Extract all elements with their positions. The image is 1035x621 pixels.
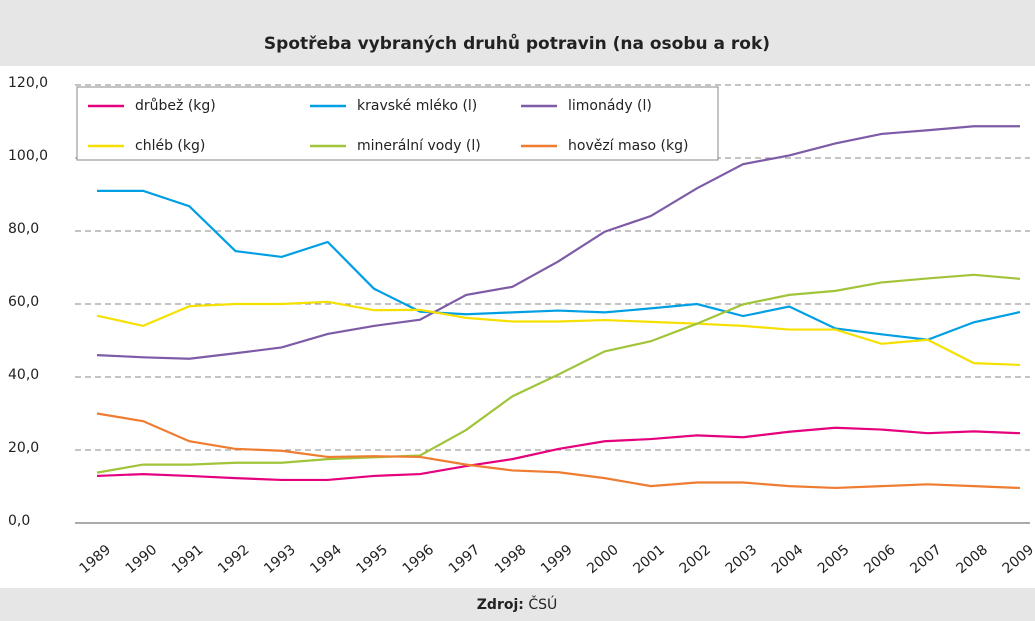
x-tick-label: 1992 bbox=[215, 542, 253, 577]
series-line bbox=[96, 426, 1021, 482]
y-tick-label: 0,0 bbox=[8, 513, 30, 529]
series-line bbox=[96, 300, 1021, 367]
series-line bbox=[97, 189, 1021, 341]
source-label: Zdroj: bbox=[477, 597, 524, 613]
y-tick-label: 120,0 bbox=[8, 75, 48, 91]
x-tick-label: 2005 bbox=[815, 542, 853, 577]
y-tick-label: 80,0 bbox=[8, 221, 39, 237]
y-tick-label: 60,0 bbox=[8, 294, 39, 310]
source-text: ČSÚ bbox=[528, 595, 557, 613]
x-tick-label: 1998 bbox=[492, 542, 530, 577]
source: Zdroj: ČSÚ bbox=[477, 595, 557, 613]
x-tick-label: 2007 bbox=[907, 542, 945, 577]
x-tick-label: 1996 bbox=[400, 542, 438, 577]
x-tick-label: 1993 bbox=[261, 542, 299, 577]
x-tick-label: 2009 bbox=[1000, 542, 1035, 577]
series-line bbox=[96, 273, 1021, 474]
y-tick-label: 100,0 bbox=[8, 148, 48, 164]
x-tick-label: 2006 bbox=[861, 542, 899, 577]
x-tick-label: 2008 bbox=[953, 542, 991, 577]
chart-title: Spotřeba vybraných druhů potravin (na os… bbox=[264, 32, 770, 54]
x-tick-label: 1994 bbox=[307, 542, 345, 577]
x-tick-label: 2000 bbox=[584, 542, 622, 577]
x-tick-label: 2002 bbox=[677, 542, 715, 577]
title-band bbox=[0, 0, 1035, 66]
x-tick-label: 1991 bbox=[169, 542, 207, 577]
series-line bbox=[96, 412, 1021, 490]
legend-label: limonády (l) bbox=[568, 98, 652, 114]
y-tick-label: 20,0 bbox=[8, 440, 39, 456]
legend-label: drůbež (kg) bbox=[135, 98, 216, 114]
x-tick-label: 2003 bbox=[723, 542, 761, 577]
x-tick-label: 1995 bbox=[353, 542, 391, 577]
y-tick-label: 40,0 bbox=[8, 367, 39, 383]
x-tick-label: 1999 bbox=[538, 542, 576, 577]
legend-box bbox=[76, 86, 719, 161]
x-tick-label: 1990 bbox=[123, 542, 161, 577]
x-tick-label: 2004 bbox=[769, 542, 807, 577]
series-line bbox=[96, 125, 1020, 360]
legend-label: chléb (kg) bbox=[135, 138, 205, 154]
x-tick-label: 2001 bbox=[630, 542, 668, 577]
legend-label: hovězí maso (kg) bbox=[568, 138, 688, 154]
legend-label: minerální vody (l) bbox=[357, 138, 481, 154]
x-tick-label: 1997 bbox=[446, 542, 484, 577]
source-band bbox=[0, 588, 1035, 621]
x-tick-label: 1989 bbox=[77, 542, 115, 577]
legend-label: kravské mléko (l) bbox=[357, 98, 477, 114]
